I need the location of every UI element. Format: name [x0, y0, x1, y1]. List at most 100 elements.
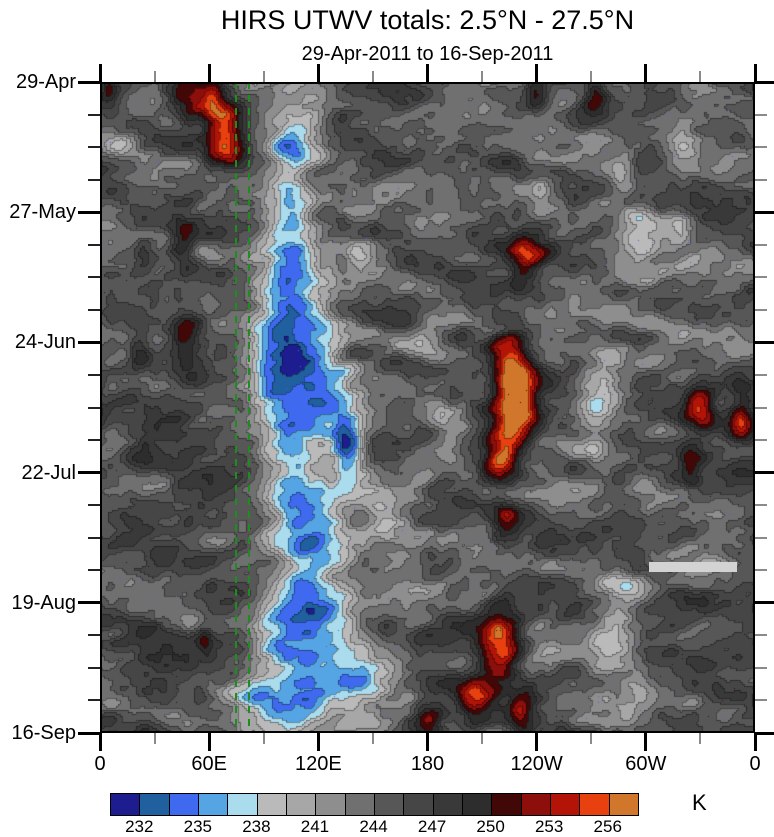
colorbar-cell	[433, 794, 463, 815]
y-minor-tick-right	[755, 243, 767, 246]
colorbar-tick-label: 253	[534, 817, 564, 836]
y-minor-tick-right	[755, 178, 767, 181]
x-major-tick	[644, 733, 648, 751]
y-major-tick-right	[755, 340, 774, 344]
x-major-tick-top	[753, 64, 757, 82]
colorbar-tick-label: 250	[476, 817, 505, 836]
colorbar-tick-label: 232	[125, 817, 154, 836]
colorbar-cell	[198, 794, 229, 815]
x-minor-tick	[262, 733, 265, 744]
y-minor-tick	[88, 373, 100, 376]
x-minor-tick-top	[371, 71, 374, 82]
x-minor-tick	[481, 733, 484, 744]
colorbar-tick-label: 247	[417, 817, 447, 836]
colorbar-tick-label: 235	[183, 817, 213, 836]
y-axis-label: 29-Apr	[15, 71, 76, 93]
x-major-tick	[753, 733, 757, 751]
y-minor-tick-right	[755, 536, 767, 539]
colorbar-cell	[169, 794, 199, 815]
y-minor-tick-right	[755, 406, 767, 409]
y-major-tick-right	[755, 601, 774, 605]
colorbar-cell	[111, 794, 141, 815]
y-minor-tick	[88, 178, 100, 181]
y-minor-tick	[88, 666, 100, 669]
y-minor-tick	[88, 113, 100, 116]
x-axis-label: 180	[410, 753, 445, 775]
colorbar-cell	[521, 794, 551, 815]
x-major-tick-top	[644, 64, 648, 82]
colorbar-cell	[374, 794, 405, 815]
y-minor-tick-right	[755, 113, 767, 116]
x-major-tick-top	[535, 64, 539, 82]
y-minor-tick-right	[755, 699, 767, 702]
x-minor-tick-top	[590, 71, 593, 82]
y-minor-tick-right	[755, 276, 767, 279]
x-minor-tick-top	[699, 71, 702, 82]
x-minor-tick	[153, 733, 156, 744]
x-axis-label: 0	[749, 753, 761, 775]
y-major-tick	[78, 340, 100, 344]
y-minor-tick-right	[755, 308, 767, 311]
y-major-tick-right	[755, 471, 774, 475]
y-major-tick	[78, 731, 100, 735]
colorbar-cell	[140, 794, 170, 815]
colorbar-cell	[462, 794, 493, 815]
y-minor-tick	[88, 439, 100, 442]
y-major-tick	[78, 601, 100, 605]
colorbar-tick-label: 256	[593, 817, 622, 836]
y-major-tick-right	[755, 731, 774, 735]
y-minor-tick-right	[755, 666, 767, 669]
y-axis-label: 22-Jul	[21, 461, 76, 484]
x-major-tick	[207, 733, 211, 751]
y-major-tick-right	[755, 80, 774, 84]
colorbar-tick-label: 238	[242, 817, 271, 836]
colorbar-cell	[257, 794, 287, 815]
x-major-tick-top	[426, 64, 429, 82]
colorbar-cell	[345, 794, 375, 815]
colorbar-cell	[286, 794, 317, 815]
x-major-tick	[98, 733, 102, 751]
colorbar-cell	[550, 794, 581, 815]
x-minor-tick-top	[481, 71, 484, 82]
x-minor-tick-top	[262, 71, 265, 82]
chart-title: HIRS UTWV totals: 2.5°N - 27.5°N	[220, 5, 635, 35]
hovmoller-heatmap	[100, 82, 755, 733]
y-axis-label: 16-Sep	[11, 722, 77, 744]
x-minor-tick	[699, 733, 702, 744]
y-axis-label: 19-Aug	[11, 591, 77, 614]
colorbar-cell	[228, 794, 258, 815]
x-axis-label: 60E	[191, 753, 227, 775]
x-major-tick	[535, 733, 539, 751]
x-axis-label: 60W	[625, 753, 667, 775]
x-axis-label: 0	[94, 753, 106, 775]
y-minor-tick	[88, 699, 100, 702]
colorbar-cell	[316, 794, 346, 815]
y-minor-tick	[88, 569, 100, 572]
y-minor-tick-right	[755, 146, 767, 149]
y-minor-tick-right	[755, 569, 767, 572]
colorbar-cell	[609, 794, 638, 815]
y-minor-tick	[88, 243, 100, 246]
y-major-tick-right	[755, 210, 774, 214]
y-minor-tick	[88, 308, 100, 311]
y-major-tick	[78, 471, 100, 475]
y-axis-label: 24-Jun	[14, 331, 76, 354]
x-major-tick-top	[98, 64, 102, 82]
y-minor-tick	[88, 146, 100, 149]
y-minor-tick-right	[755, 634, 767, 637]
colorbar-cell	[580, 794, 610, 815]
colorbar-units-label: K	[692, 790, 707, 815]
colorbar-cell	[492, 794, 522, 815]
y-minor-tick	[88, 536, 100, 539]
x-axis-label: 120E	[294, 753, 342, 775]
chart-subtitle: 29-Apr-2011 to 16-Sep-2011	[301, 43, 554, 65]
colorbar-tick-label: 244	[359, 817, 388, 836]
y-minor-tick-right	[755, 373, 767, 376]
y-minor-tick	[88, 634, 100, 637]
x-major-tick	[316, 733, 320, 751]
y-minor-tick-right	[755, 439, 767, 442]
x-minor-tick-top	[153, 71, 156, 82]
y-minor-tick	[88, 276, 100, 279]
colorbar	[110, 793, 639, 816]
